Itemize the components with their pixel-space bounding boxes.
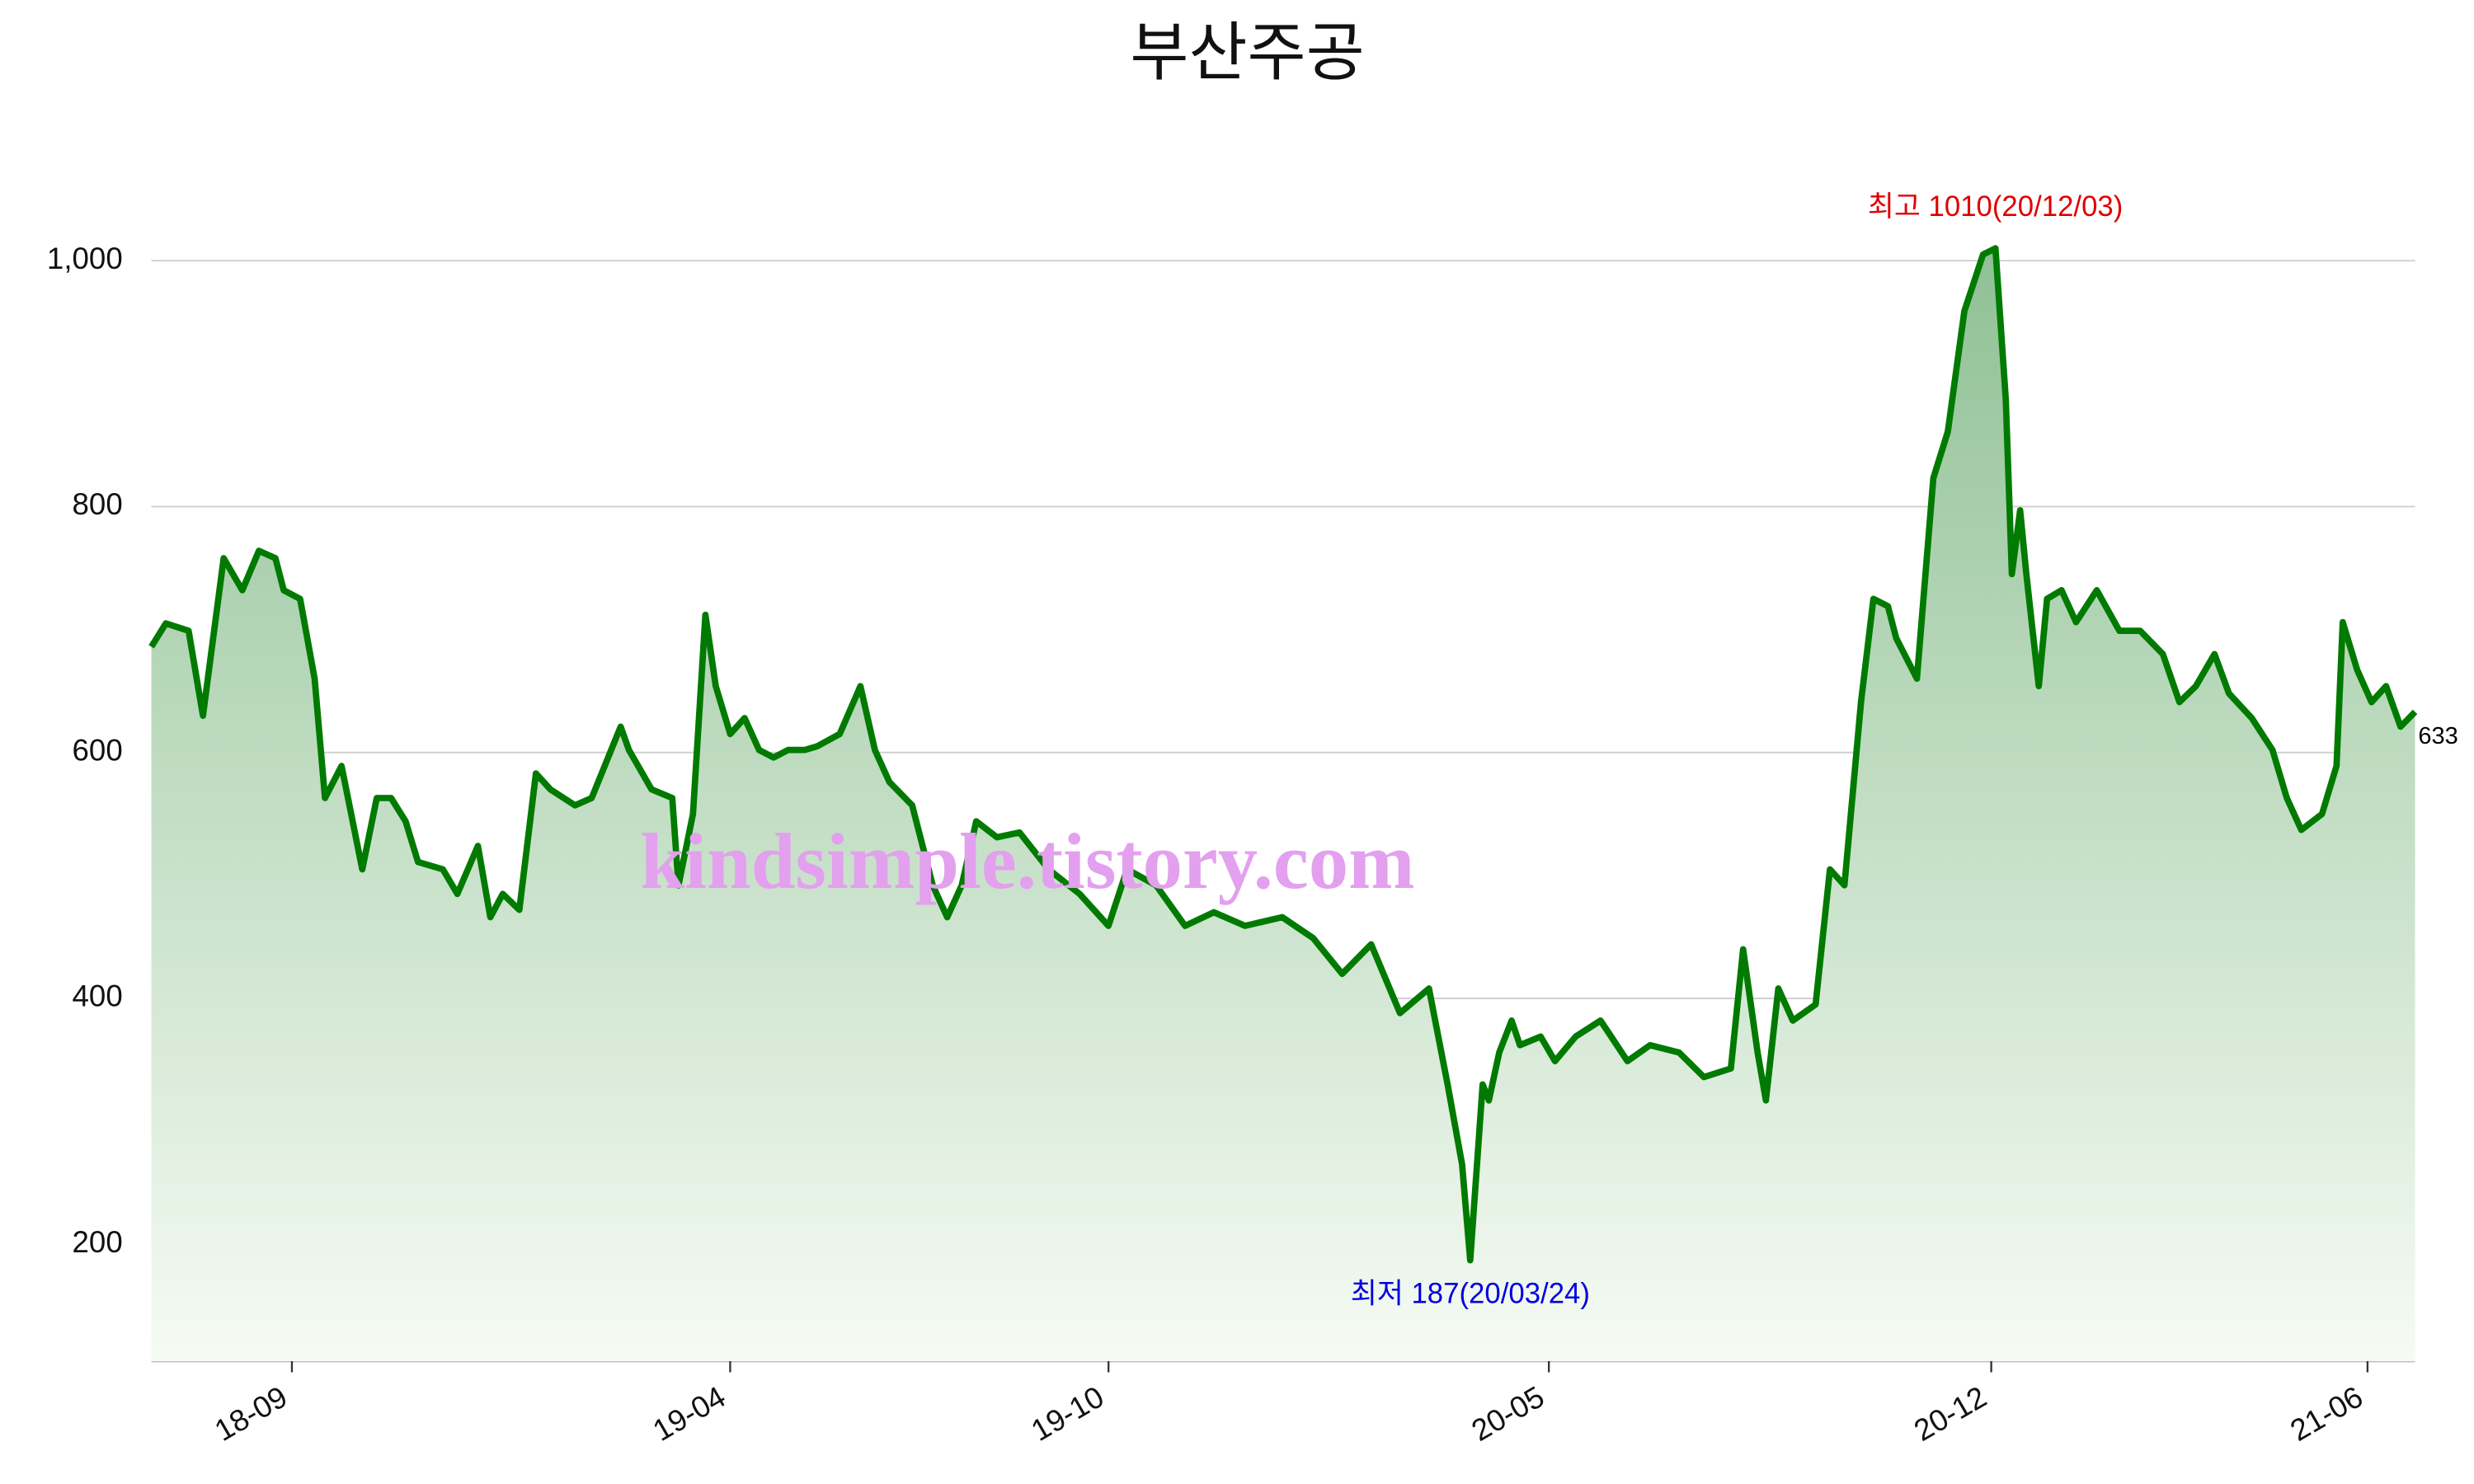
area [151,248,2415,1361]
watermark: kindsimple.tistory.com [640,817,1414,905]
y-tick-label: 600 [73,733,123,767]
y-tick-label: 200 [73,1225,123,1259]
chart-title: 부산주공 [1130,17,1364,88]
x-tick-label: 20-12 [1908,1379,1992,1448]
annotation: 최고 1010(20/12/03) [1868,190,2123,223]
y-tick-label: 400 [73,979,123,1013]
x-tick-label: 19-10 [1026,1379,1110,1448]
x-tick-label: 20-05 [1466,1379,1550,1448]
annotation: 633 [2418,723,2458,749]
y-tick-label: 1,000 [47,242,123,275]
x-tick-label: 19-04 [647,1379,731,1448]
price-line [148,245,2418,1264]
x-tick-label: 21-06 [2284,1379,2368,1448]
y-tick-label: 800 [73,487,123,521]
x-tick-label: 18-09 [209,1379,293,1448]
annotation: 최저 187(20/03/24) [1351,1277,1590,1309]
